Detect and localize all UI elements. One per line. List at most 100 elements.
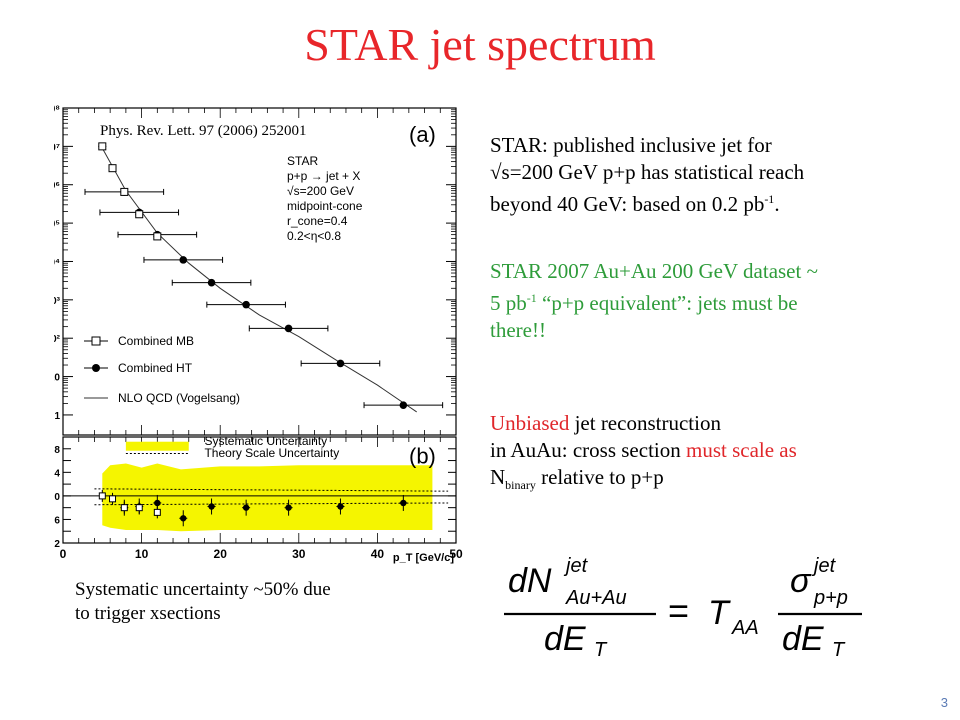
ratio-ht-point bbox=[285, 504, 292, 511]
p3-line-3: Nbinary relative to p+p bbox=[490, 465, 664, 493]
panel-b-legend-entry: Systematic Uncertainty bbox=[204, 434, 327, 448]
ratio-ht-point bbox=[337, 503, 344, 510]
panel-b-frame bbox=[62, 436, 457, 544]
legend-band-swatch bbox=[125, 441, 189, 451]
ratio-mb-point bbox=[153, 508, 161, 516]
theory-lower bbox=[94, 502, 449, 506]
plot-caption: Systematic uncertainty ~50% due to trigg… bbox=[75, 578, 415, 626]
ht-point bbox=[336, 359, 345, 368]
p2-line-3: there!! bbox=[490, 318, 546, 342]
p3-line-1: Unbiased jet reconstruction bbox=[490, 411, 721, 435]
mb-point bbox=[153, 232, 162, 241]
y-tick-label: 10⁵ bbox=[54, 219, 60, 230]
x-tick-label: 0 bbox=[60, 547, 67, 561]
legend-title-line: midpoint-cone bbox=[287, 199, 363, 213]
ht-point bbox=[399, 401, 408, 409]
panel-a-frame bbox=[62, 107, 457, 436]
x-tick-label: 20 bbox=[214, 547, 228, 561]
y-tick-label: 10² bbox=[54, 334, 61, 345]
slide-number: 3 bbox=[940, 695, 948, 710]
panel-a-label: (a) bbox=[409, 122, 436, 147]
eq-lhs-sub: Au+Au bbox=[565, 587, 627, 609]
panel-b-label: (b) bbox=[409, 444, 436, 469]
mb-point bbox=[98, 142, 107, 151]
eq-equals: = bbox=[668, 590, 689, 631]
x-tick-label: 40 bbox=[371, 547, 385, 561]
legend-entry: NLO QCD (Vogelsang) bbox=[118, 391, 240, 405]
eq-t: T bbox=[708, 594, 731, 632]
p1-line-3: beyond 40 GeV: based on 0.2 pb-1. bbox=[490, 192, 780, 216]
caption-line-2: to trigger xsections bbox=[75, 603, 221, 624]
legend-title-line: r_cone=0.4 bbox=[287, 214, 348, 228]
panel-b-legend-entry: Theory Scale Uncertainty bbox=[204, 446, 339, 460]
legend-title-line: 0.2<η<0.8 bbox=[287, 229, 341, 243]
p2-line-2: 5 pb-1 “p+p equivalent”: jets must be bbox=[490, 291, 798, 315]
eq-lhs-den-sub: T bbox=[594, 639, 608, 658]
eq-t-sub: AA bbox=[731, 617, 759, 639]
y-tick-label: 1 bbox=[54, 411, 60, 422]
ht-point bbox=[179, 256, 188, 264]
mb-point bbox=[108, 164, 117, 173]
theory-upper bbox=[94, 488, 449, 492]
eq-rhs-num: σ bbox=[790, 562, 812, 600]
p3-line-2: in AuAu: cross section must scale as bbox=[490, 438, 797, 462]
eq-rhs-den-sub: T bbox=[832, 639, 846, 658]
x-tick-label: 50 bbox=[449, 547, 463, 561]
ratio-mb-point bbox=[109, 495, 117, 503]
y-tick-label: 10 bbox=[54, 373, 60, 384]
scaling-equation: dN jet Au+Au dE T = T AA σ jet p+p dE T bbox=[504, 555, 862, 658]
panel-b: 0.2 0.6 1.0 1.4 1.8 0 10 20 30 40 50 Systematic Unc… bbox=[54, 434, 463, 561]
legend-mb-marker bbox=[91, 336, 101, 346]
y-tick-label: 0.6 bbox=[54, 515, 60, 526]
eq-lhs-sup: jet bbox=[563, 555, 589, 577]
ratio-ht-point bbox=[208, 503, 215, 510]
legend-title-line: STAR bbox=[287, 154, 318, 168]
mb-point bbox=[120, 187, 129, 196]
x-tick-label: 10 bbox=[135, 547, 149, 561]
y-tick-label: 0.2 bbox=[54, 539, 60, 550]
p1-line-2: √s=200 GeV p+p has statistical reach bbox=[490, 160, 805, 184]
axes-labels: 1/2π d²σ/(dηdp_T) [pb/GeV]data / theoryp… bbox=[393, 552, 454, 564]
legend-ht-marker bbox=[92, 364, 100, 372]
legend-title-line: √s=200 GeV bbox=[287, 184, 354, 198]
ht-point bbox=[242, 300, 250, 309]
ratio-ht-point bbox=[400, 499, 407, 507]
y-tick-label: 10⁸ bbox=[54, 104, 60, 115]
systematic-band bbox=[102, 463, 433, 532]
legend-entry: Combined HT bbox=[118, 361, 193, 375]
y-tick-label: 1.4 bbox=[54, 468, 60, 479]
ratio-ht-point bbox=[154, 499, 161, 507]
ratio-mb-point bbox=[120, 504, 128, 512]
y-tick-label: 1.8 bbox=[54, 445, 60, 456]
ratio-mb-point bbox=[135, 504, 143, 512]
legend-title-line: p+p → jet + X bbox=[287, 169, 360, 183]
y-tick-label: 1.0 bbox=[54, 492, 60, 503]
p2-line-1: STAR 2007 Au+Au 200 GeV dataset ~ bbox=[490, 259, 818, 283]
paragraph-unbiased: Unbiased jet reconstruction in AuAu: cro… bbox=[490, 410, 797, 499]
eq-rhs-sup: jet bbox=[811, 555, 837, 577]
ratio-ht-point bbox=[242, 504, 250, 511]
caption-line-1: Systematic uncertainty ~50% due bbox=[75, 579, 331, 600]
paragraph-published: STAR: published inclusive jet for √s=200… bbox=[490, 132, 804, 218]
plot-reference: Phys. Rev. Lett. 97 (2006) 252001 bbox=[100, 123, 307, 139]
ratio-ht-point bbox=[180, 515, 187, 522]
eq-lhs-den: dE bbox=[544, 620, 586, 658]
y-tick-label: 10⁴ bbox=[54, 257, 60, 268]
eq-rhs-den: dE bbox=[782, 620, 824, 658]
y-tick-label: 10⁷ bbox=[54, 142, 60, 153]
ht-point bbox=[284, 324, 293, 333]
y-tick-label: 10⁶ bbox=[54, 181, 60, 192]
paragraph-dataset: STAR 2007 Au+Au 200 GeV dataset ~ 5 pb-1… bbox=[490, 258, 818, 344]
eq-rhs-sub: p+p bbox=[813, 587, 848, 609]
ht-point bbox=[207, 278, 216, 287]
p1-line-1: STAR: published inclusive jet for bbox=[490, 133, 772, 157]
y-tick-label: 10³ bbox=[54, 296, 61, 307]
slide-title: STAR jet spectrum bbox=[304, 19, 656, 70]
x-tick-label: 30 bbox=[292, 547, 306, 561]
ratio-mb-point bbox=[98, 492, 106, 500]
x-axis-label: p_T [GeV/c] bbox=[393, 552, 454, 564]
mb-point bbox=[135, 210, 144, 219]
eq-lhs-num: dN bbox=[508, 562, 552, 600]
